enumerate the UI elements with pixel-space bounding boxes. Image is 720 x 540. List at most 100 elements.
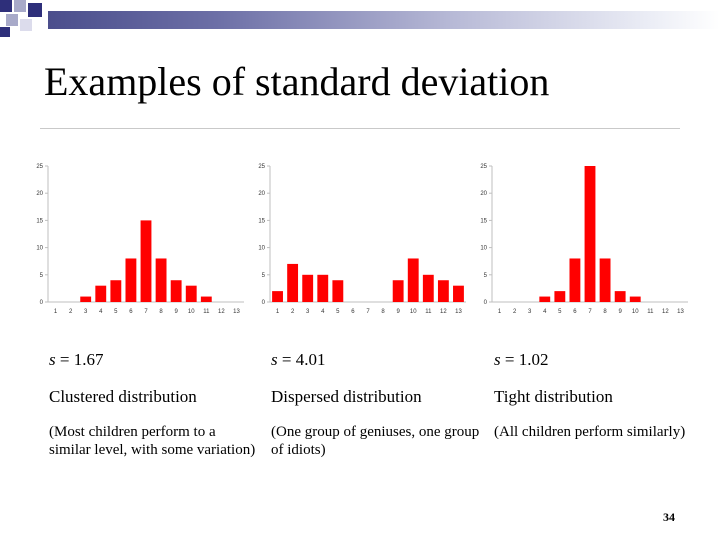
y-tick-label: 10 [36,246,43,252]
bar-1 [272,291,283,302]
bar-4 [539,296,551,302]
x-tick-label: 2 [69,309,73,315]
y-tick-label: 25 [480,164,487,170]
stat-dispersed: s = 4.01 [271,350,481,370]
x-tick-label: 4 [321,309,325,315]
bar-6 [569,258,581,302]
x-tick-label: 11 [203,309,210,315]
note-tight: (All children perform similarly) [494,424,686,440]
x-tick-label: 7 [366,309,370,315]
x-tick-label: 3 [84,309,88,315]
x-tick-label: 13 [233,309,240,315]
x-tick-label: 4 [543,309,547,315]
x-tick-label: 13 [455,309,462,315]
x-tick-label: 6 [129,309,133,315]
x-tick-label: 2 [291,309,295,315]
x-tick-label: 13 [677,309,684,315]
bar-10 [407,258,419,302]
x-tick-label: 12 [218,309,225,315]
y-tick-label: 15 [36,218,43,224]
stat-symbol: s [494,350,501,369]
label-tight: Tight distribution [494,387,613,406]
bar-6 [125,258,137,302]
x-tick-label: 1 [498,309,502,315]
x-tick-label: 12 [662,309,669,315]
x-tick-label: 6 [351,309,355,315]
x-tick-label: 12 [440,309,447,315]
bar-4 [317,274,329,302]
corner-square-6 [0,27,10,37]
bar-7 [584,166,596,302]
x-tick-label: 9 [396,309,400,315]
bar-5 [110,280,122,302]
x-tick-label: 11 [425,309,432,315]
corner-square-2 [14,0,26,12]
y-tick-label: 5 [484,273,488,279]
x-tick-label: 10 [188,309,195,315]
stat-tight: s = 1.02 [494,350,704,370]
y-tick-label: 0 [484,300,488,306]
x-tick-label: 11 [647,309,654,315]
x-tick-label: 9 [618,309,622,315]
x-tick-label: 9 [174,309,178,315]
bar-3 [80,296,92,302]
bar-13 [453,285,464,302]
bar-9 [392,280,404,302]
bar-5 [554,291,566,302]
x-tick-label: 5 [558,309,562,315]
bar-7 [140,220,152,302]
y-tick-label: 10 [480,246,487,252]
x-tick-label: 3 [306,309,310,315]
label-clustered: Clustered distribution [49,387,197,406]
x-tick-label: 10 [632,309,639,315]
x-tick-label: 1 [276,309,280,315]
note-clustered: (Most children perform to a similar leve… [49,424,256,458]
y-tick-label: 0 [40,300,44,306]
corner-square-1 [0,0,12,12]
corner-square-3 [28,3,42,17]
stat-value: = 1.02 [504,350,549,369]
label-dispersed: Dispersed distribution [271,387,422,406]
y-tick-label: 20 [36,191,43,197]
x-tick-label: 8 [159,309,163,315]
x-tick-label: 8 [381,309,385,315]
bar-9 [170,280,182,302]
x-tick-label: 6 [573,309,577,315]
y-tick-label: 25 [36,164,43,170]
bar-4 [95,285,107,302]
bar-5 [332,280,344,302]
x-tick-label: 10 [410,309,417,315]
bar-11 [422,274,434,302]
y-tick-label: 0 [262,300,266,306]
stat-clustered: s = 1.67 [49,350,259,370]
bar-8 [155,258,167,302]
x-tick-label: 8 [603,309,607,315]
y-tick-label: 15 [258,218,265,224]
x-tick-label: 4 [99,309,103,315]
stat-value: = 4.01 [281,350,326,369]
bar-10 [629,296,641,302]
x-tick-label: 5 [336,309,340,315]
bar-8 [599,258,611,302]
bar-12 [437,280,449,302]
bar-2 [287,263,299,302]
x-tick-label: 7 [588,309,592,315]
header-band [48,11,720,29]
x-tick-label: 5 [114,309,118,315]
slide-title: Examples of standard deviation [44,59,550,104]
x-tick-label: 1 [54,309,58,315]
stat-symbol: s [49,350,56,369]
y-tick-label: 5 [262,273,266,279]
stat-value: = 1.67 [59,350,104,369]
y-tick-label: 15 [480,218,487,224]
bar-9 [614,291,626,302]
y-tick-label: 20 [480,191,487,197]
y-tick-label: 10 [258,246,265,252]
x-tick-label: 7 [144,309,148,315]
bar-10 [185,285,197,302]
title-divider [40,128,680,129]
y-tick-label: 20 [258,191,265,197]
